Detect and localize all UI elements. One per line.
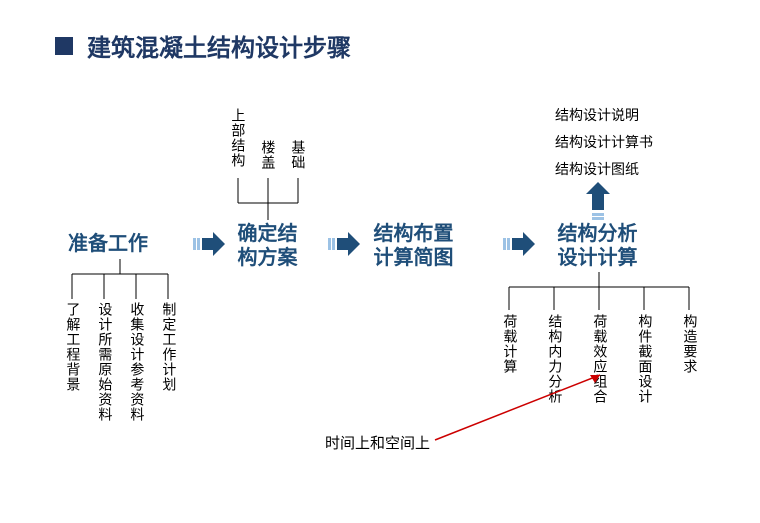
output-2: 结构设计计算书: [555, 132, 653, 152]
annotation-text: 时间上和空间上: [325, 432, 430, 453]
title-row: 建筑混凝土结构设计步骤: [55, 28, 351, 63]
output-3: 结构设计图纸: [555, 159, 639, 179]
step-box-2: 确定结 构方案: [230, 222, 305, 270]
b1-child-3: 制定工作计划: [161, 302, 176, 392]
b1-child-2: 收集设计参考资料: [129, 302, 144, 422]
arrow-icon-3: [503, 232, 535, 256]
b4-child-4: 构造要求: [682, 314, 697, 374]
step-label-1: 准备工作: [68, 233, 148, 255]
b2-child-2: 基础: [290, 140, 305, 170]
b2-child-0: 上部结构: [230, 108, 245, 168]
step-box-3: 结构布置 计算简图: [366, 222, 461, 270]
b1-child-0: 了解工程背景: [65, 302, 80, 392]
step-box-4: 结构分析 设计计算: [550, 222, 645, 270]
b4-child-0: 荷载计算: [502, 314, 517, 374]
step-label-2: 确定结 构方案: [238, 223, 298, 269]
arrow-icon-2: [328, 232, 360, 256]
step-box-1: 准备工作: [68, 232, 148, 256]
b2-child-1: 楼盖: [260, 140, 275, 170]
arrow-up-icon: [586, 182, 610, 220]
arrow-icon-1: [193, 232, 225, 256]
step-label-3: 结构布置 计算简图: [374, 223, 454, 269]
title-bullet-icon: [55, 37, 73, 55]
output-1: 结构设计说明: [555, 105, 639, 125]
page-title: 建筑混凝土结构设计步骤: [87, 28, 351, 63]
b1-child-1: 设计所需原始资料: [97, 302, 112, 422]
tree-b2: [228, 178, 318, 220]
b4-child-3: 构件截面设计: [637, 314, 652, 404]
step-label-4: 结构分析 设计计算: [558, 223, 638, 269]
